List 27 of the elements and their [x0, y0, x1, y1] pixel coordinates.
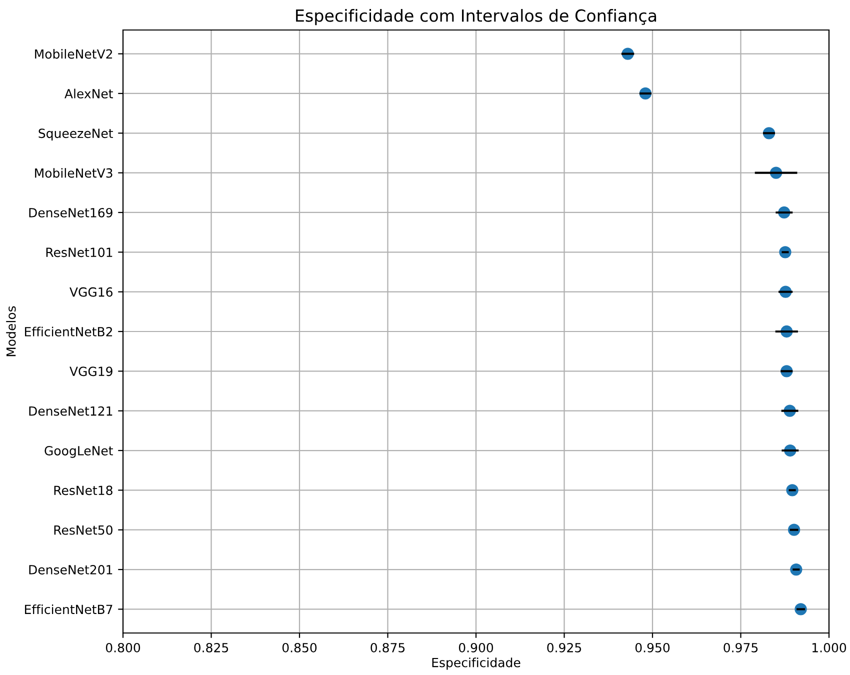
y-tick-label: MobileNetV2 [35, 49, 112, 59]
y-tick-label: DenseNet169 [29, 208, 112, 218]
y-tick-label: DenseNet201 [29, 565, 112, 574]
y-tick-label: VGG19 [70, 366, 112, 376]
x-tick-label: 0.800 [106, 642, 140, 652]
x-tick-label: 0.975 [724, 642, 758, 652]
x-tick-label: 0.850 [282, 642, 317, 652]
x-tick-label: 0.900 [458, 642, 494, 652]
y-tick-label: ResNet101 [46, 248, 112, 258]
y-tick-label: AlexNet [64, 88, 113, 98]
y-tick-label: VGG16 [70, 287, 112, 297]
y-tick-label: GoogLeNet [44, 446, 113, 458]
y-tick-label: DenseNet121 [29, 406, 112, 416]
y-axis-title: Modelos [6, 306, 16, 356]
chart-title: Especificidade com Intervalos de Confiança [296, 9, 656, 26]
y-tick-label: EfficientNetB7 [25, 604, 112, 614]
x-axis-title: Especificidade [432, 658, 520, 670]
y-tick-label: ResNet18 [54, 486, 112, 496]
y-tick-label: MobileNetV3 [35, 168, 112, 178]
x-tick-label: 0.875 [370, 642, 405, 652]
x-tick-label: 0.925 [547, 642, 582, 652]
x-tick-label: 1.000 [812, 642, 846, 652]
y-tick-label: SqueezeNet [38, 128, 113, 140]
x-tick-label: 0.950 [635, 642, 670, 652]
y-tick-label: EfficientNetB2 [25, 326, 112, 336]
y-tick-label: ResNet50 [54, 525, 112, 535]
x-tick-label: 0.825 [194, 642, 228, 652]
